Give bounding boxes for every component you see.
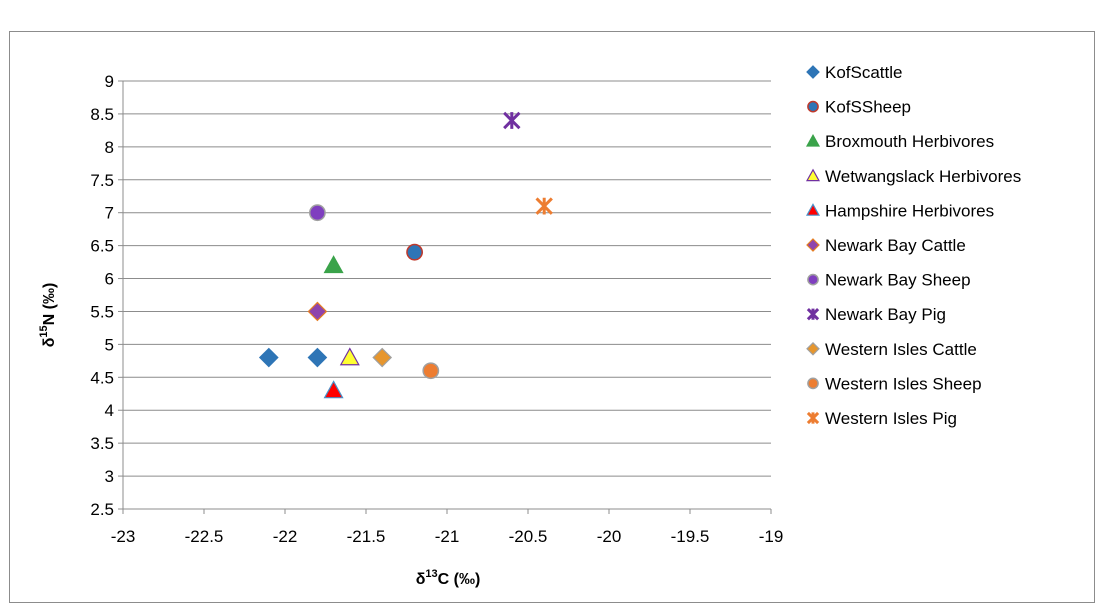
gridlines xyxy=(123,80,771,510)
y-tick-label: 7 xyxy=(105,204,114,223)
legend-label: KofSSheep xyxy=(825,98,911,117)
x-axis-title: δ13C (‰) xyxy=(416,568,481,588)
legend-marker xyxy=(805,203,821,216)
y-tick-label: 5 xyxy=(105,335,114,354)
y-tick-label: 8 xyxy=(105,138,114,157)
legend-label: Newark Bay Pig xyxy=(825,305,946,324)
legend-label: Newark Bay Sheep xyxy=(825,271,971,290)
y-tick-label: 3 xyxy=(105,467,114,486)
data-point xyxy=(307,301,328,322)
data-point xyxy=(422,362,440,380)
y-axis-title: δ15N (‰) xyxy=(38,283,58,348)
legend-marker xyxy=(807,273,819,286)
legend-marker xyxy=(807,377,819,390)
x-tick-label: -19.5 xyxy=(671,527,710,546)
y-tick-label: 3.5 xyxy=(90,434,114,453)
legend-marker xyxy=(805,168,821,182)
legend-marker xyxy=(806,238,820,252)
y-tick-label: 7.5 xyxy=(90,171,114,190)
data-points xyxy=(258,111,553,399)
tick-labels: 2.5 3 3.5 4 4.5 5 5.5 6 6.5 7 7.5 8 8.5 9 -23 -22.5 -22 -… xyxy=(90,72,783,546)
x-tick-label: -23 xyxy=(111,527,136,546)
data-point xyxy=(307,347,328,368)
data-point xyxy=(323,380,344,399)
y-tick-label: 4 xyxy=(105,401,114,420)
x-tick-label: -21 xyxy=(435,527,460,546)
data-point xyxy=(323,255,344,274)
legend-marker xyxy=(805,133,821,147)
y-tick-label: 4.5 xyxy=(90,368,114,387)
data-point xyxy=(258,347,279,368)
legend-marker xyxy=(806,308,820,321)
x-tick-label: -22 xyxy=(273,527,298,546)
data-point xyxy=(535,197,553,215)
legend-label: Wetwangslack Herbivores xyxy=(825,167,1021,186)
chart-area xyxy=(9,31,1095,603)
x-tick-label: -20.5 xyxy=(509,527,548,546)
legend-label: Broxmouth Herbivores xyxy=(825,132,994,151)
legend-marker xyxy=(806,411,820,425)
data-point xyxy=(339,347,360,366)
data-point xyxy=(503,111,521,130)
legend-label: Newark Bay Cattle xyxy=(825,236,966,255)
legend-marker xyxy=(806,65,820,79)
legend-label: Western Isles Cattle xyxy=(825,340,977,359)
x-tick-label: -22.5 xyxy=(185,527,224,546)
data-point xyxy=(309,204,326,222)
y-tick-label: 2.5 xyxy=(90,500,114,519)
y-tick-label: 8.5 xyxy=(90,105,114,124)
y-tick-label: 6.5 xyxy=(90,237,114,256)
legend-label: Hampshire Herbivores xyxy=(825,201,994,220)
y-tick-label: 6 xyxy=(105,270,114,289)
x-tick-label: -20 xyxy=(597,527,622,546)
legend-marker xyxy=(806,341,820,356)
legend: KofScattle KofSSheep Broxmouth Herbivores W… xyxy=(805,63,1021,428)
legend-label: Western Isles Pig xyxy=(825,409,957,428)
axes xyxy=(118,80,772,514)
data-point xyxy=(372,347,393,368)
x-tick-label: -21.5 xyxy=(347,527,386,546)
legend-marker xyxy=(807,100,819,113)
y-tick-label: 5.5 xyxy=(90,302,114,321)
x-tick-label: -19 xyxy=(759,527,784,546)
data-point xyxy=(406,243,424,261)
y-tick-label: 9 xyxy=(105,72,114,91)
legend-label: Western Isles Sheep xyxy=(825,374,982,393)
legend-label: KofScattle xyxy=(825,63,903,82)
